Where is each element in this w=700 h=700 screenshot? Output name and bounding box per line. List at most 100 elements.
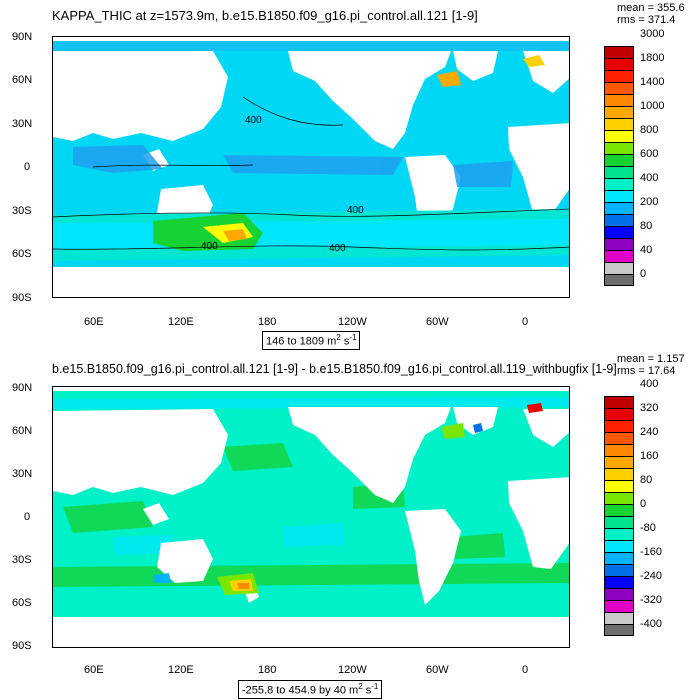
colorbar-label: 400: [640, 172, 659, 184]
colorbar-swatch: [604, 238, 634, 250]
panel2-land-antarctica: [53, 617, 569, 647]
colorbar-swatch: [604, 154, 634, 166]
panel2-hotspot-labrador: [441, 423, 465, 439]
colorbar-swatch: [604, 118, 634, 130]
colorbar-swatch: [604, 214, 634, 226]
panel1-colorbar: 0 40 80 200 400 600 800 1000 1400 1800 3000: [604, 28, 664, 286]
colorbar-label: 1400: [640, 76, 665, 88]
panel1-patch-tropics: [73, 145, 163, 173]
panel2-lat-tick: 30N: [12, 468, 33, 480]
colorbar-swatch: [604, 262, 634, 274]
panel2-lon-tick: 0: [522, 664, 529, 676]
panel2-land-eurasia: [53, 409, 228, 495]
panel1-hotspot-nordic: [523, 55, 545, 67]
panel1-lon-tick: 60E: [84, 316, 104, 328]
panel2-rms: rms = 17.64: [617, 365, 676, 377]
panel2-hotspot-nordic: [527, 403, 543, 413]
panel2-range-supneg1: -1: [371, 682, 379, 691]
colorbar-label: 1000: [640, 100, 665, 112]
panel1-patch-eq-pacific: [223, 155, 403, 175]
panel2-lat-tick: 90S: [12, 640, 32, 652]
panel1-contour-label-3: 400: [347, 205, 364, 216]
colorbar-swatch: [604, 420, 634, 432]
colorbar-swatch: [604, 528, 634, 540]
colorbar-label: -240: [640, 570, 663, 582]
panel2-patch-2: [223, 443, 293, 471]
colorbar-swatch: [604, 552, 634, 564]
panel2-range-text: -255.8 to 454.9 by 40 m: [242, 684, 359, 697]
panel1-range-label: 146 to 1809 m2 s-1: [262, 331, 361, 350]
colorbar-swatch: [604, 468, 634, 480]
colorbar-swatch: [604, 130, 634, 142]
colorbar-label: 200: [640, 196, 659, 208]
panel2-lat-tick: 30S: [12, 554, 32, 566]
colorbar-swatch: [604, 576, 634, 588]
panel2-land-greenland: [453, 407, 498, 435]
colorbar-swatch: [604, 432, 634, 444]
panel2-map: [52, 386, 570, 648]
panel2-land-south-america: [405, 509, 461, 605]
panel1-patch-atlantic: [453, 161, 513, 187]
panel2-lon-tick: 120W: [338, 664, 367, 676]
colorbar-label: -160: [640, 546, 663, 558]
panel1-lat-tick: 60N: [12, 74, 33, 86]
panel1-contour-label-2: 400: [329, 243, 346, 254]
panel1-land-north-america: [288, 51, 451, 149]
colorbar-swatch: [604, 226, 634, 238]
panel1-lon-tick: 0: [522, 316, 529, 328]
panel2-patch-8: [283, 523, 345, 547]
panel1-lat-tick: 90N: [12, 31, 33, 43]
panel2-patch-5: [53, 563, 569, 587]
colorbar-swatch: [604, 444, 634, 456]
colorbar-label: 1800: [640, 52, 665, 64]
panel1-lat-tick: 60S: [12, 248, 32, 260]
panel2-lon-tick: 60W: [426, 664, 449, 676]
panel2-lat-tick: 0: [24, 511, 31, 523]
panel1-contour-1: [53, 208, 569, 218]
panel1-contours: [53, 96, 569, 251]
colorbar-label: 0: [640, 268, 647, 280]
panel2-landmasses: [53, 407, 569, 647]
panel1-arctic-band: [53, 41, 569, 51]
panel1-lat-tick: 30N: [12, 118, 33, 130]
panel1-mean: mean = 355.6: [617, 2, 685, 14]
colorbar-label: 240: [640, 426, 659, 438]
colorbar-swatch: [604, 564, 634, 576]
panel1-contour-2: [53, 245, 569, 251]
panel2-lat-tick: 90N: [12, 382, 33, 394]
panel2-hotspot-pacific-blue: [153, 573, 171, 583]
colorbar-swatch: [604, 456, 634, 468]
panel1-lat-tick: 90S: [12, 292, 32, 304]
panel1-land-eurasia: [53, 51, 228, 141]
colorbar-label: 400: [640, 378, 659, 390]
panel2-range-sup2: 2: [358, 682, 363, 691]
colorbar-label: 3000: [640, 28, 665, 40]
panel1-range-supneg1: -1: [349, 333, 357, 342]
colorbar-swatch: [604, 70, 634, 82]
colorbar-swatch: [604, 274, 634, 286]
colorbar-swatch: [604, 612, 634, 624]
colorbar-label: -400: [640, 618, 663, 630]
panel2-patch-9: [53, 397, 569, 409]
panel1-title: KAPPA_THIC at z=1573.9m, b.e15.B1850.f09…: [52, 8, 478, 23]
panel1-lon-tick: 120E: [168, 316, 194, 328]
colorbar-label: 80: [640, 220, 653, 232]
panel1-hotspot-labrador: [437, 71, 461, 87]
panel2-land-se-asia: [143, 503, 169, 525]
colorbar-swatch: [604, 516, 634, 528]
colorbar-label: 800: [640, 124, 659, 136]
panel2-land-europe: [523, 409, 569, 447]
panel1-lowvalue-patches: [73, 145, 513, 187]
colorbar-frame: [604, 396, 634, 636]
colorbar-swatch: [604, 106, 634, 118]
panel2-patch-4: [453, 533, 505, 559]
colorbar-swatch: [604, 142, 634, 154]
panel1-lon-tick: 120W: [338, 316, 367, 328]
panel2-patch-1: [63, 501, 153, 533]
panel1-land-antarctica: [53, 267, 569, 297]
colorbar-swatch: [604, 540, 634, 552]
colorbar-label: 600: [640, 148, 659, 160]
panel2-colorbar: -400 -320 -240 -160 -80 0 80 160 240 320 400: [604, 378, 662, 636]
colorbar-label: 320: [640, 402, 659, 414]
colorbar-swatch: [604, 178, 634, 190]
